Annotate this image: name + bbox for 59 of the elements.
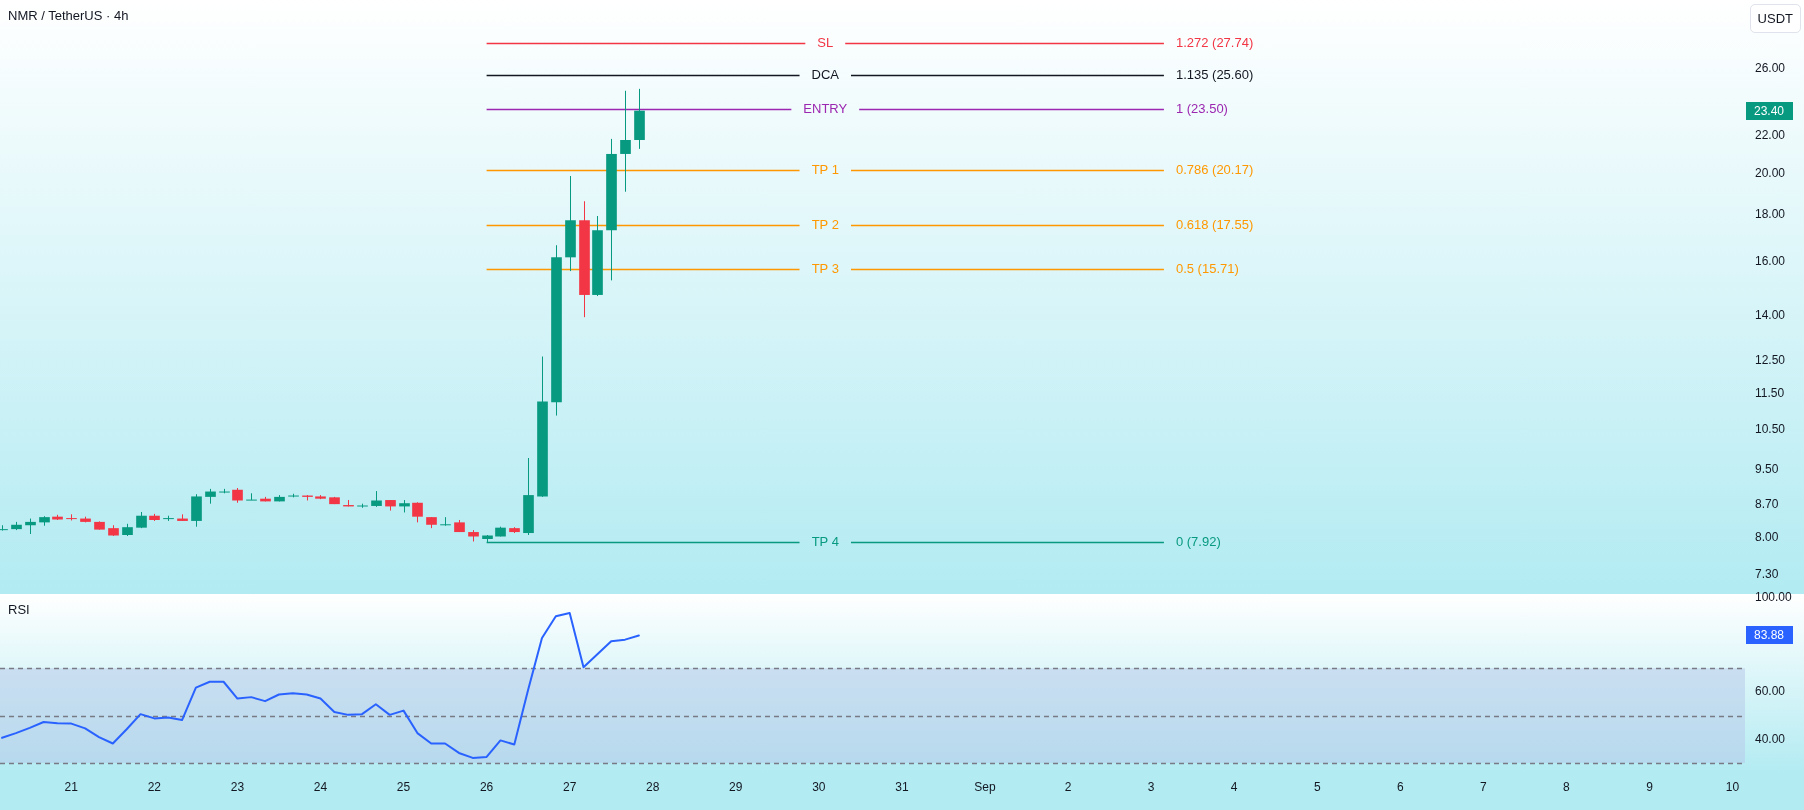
text: NMR / TetherUS · 4h (8, 8, 129, 24)
x-tick-label: Sep (974, 779, 996, 794)
candlestick (246, 492, 257, 501)
y-tick-label: 14.00 (1755, 307, 1786, 322)
ref-line-label: TP 4 (811, 534, 839, 550)
x-tick-label: 22 (147, 779, 162, 794)
y-tick-label: 20.00 (1755, 165, 1786, 180)
x-tick-label: 24 (313, 779, 328, 794)
annotation: 0 (7.92) (1175, 534, 1221, 550)
candlestick (620, 90, 631, 193)
x-tick-label: 3 (1147, 779, 1155, 794)
y-tick-label: 10.50 (1755, 422, 1786, 437)
y-tick-label: 8.00 (1755, 530, 1779, 545)
x-tick-label: 31 (895, 779, 909, 794)
x-tick-label: 27 (562, 779, 577, 794)
ref-line-label: ENTRY (803, 101, 848, 117)
annotation: 1 (23.50) (1175, 101, 1228, 117)
y-tick-label: 40.00 (1755, 731, 1786, 746)
y-tick-label: 18.00 (1755, 207, 1786, 222)
ref-line-label: TP 2 (811, 217, 839, 233)
y-tick-label: 8.70 (1755, 496, 1779, 511)
y-tick-label: 11.50 (1755, 385, 1785, 400)
annotation: 0.5 (15.71) (1175, 261, 1239, 277)
x-tick-label: 25 (396, 779, 411, 794)
x-tick-label: 28 (646, 779, 660, 794)
y-tick-label: 12.50 (1755, 352, 1786, 367)
annotation: 0.786 (20.17) (1175, 162, 1254, 178)
ref-line-label: SL (817, 35, 834, 51)
ref-line-label: TP 3 (811, 261, 839, 277)
ref-line-label: TP 1 (811, 162, 839, 178)
annotation: 1.135 (25.60) (1175, 67, 1254, 83)
ref-line-label: DCA (811, 67, 840, 83)
y-axis-title: USDT (1749, 4, 1801, 33)
y-tick-label: 100.00 (1755, 589, 1793, 604)
x-tick-label: 10 (1725, 779, 1740, 794)
x-tick-label: 21 (64, 779, 79, 794)
x-tick-label: 4 (1230, 779, 1238, 794)
x-tick-label: 7 (1480, 779, 1488, 794)
text: 23.40 (1754, 103, 1785, 118)
x-tick-label: 2 (1064, 779, 1072, 794)
annotation: 1.272 (27.74) (1175, 35, 1254, 51)
x-tick-label: 9 (1646, 779, 1654, 794)
y-tick-label: 26.00 (1755, 61, 1786, 76)
text: 83.88 (1754, 627, 1785, 642)
x-tick-label: 6 (1396, 779, 1404, 794)
y-tick-label: 16.00 (1755, 254, 1786, 269)
y-tick-label: 9.50 (1755, 461, 1779, 476)
x-tick-label: 26 (479, 779, 494, 794)
x-tick-label: 5 (1313, 779, 1321, 794)
candlestick (412, 501, 423, 523)
x-tick-label: 30 (812, 779, 826, 794)
x-tick-label: 23 (230, 779, 245, 794)
y-tick-label: 22.00 (1755, 127, 1786, 142)
y-tick-label: 60.00 (1755, 684, 1786, 699)
text: RSI (8, 602, 30, 618)
x-tick-label: 29 (729, 779, 743, 794)
x-tick-label: 8 (1563, 779, 1571, 794)
annotation: 0.618 (17.55) (1175, 217, 1254, 233)
y-tick-label: 7.30 (1755, 566, 1779, 581)
